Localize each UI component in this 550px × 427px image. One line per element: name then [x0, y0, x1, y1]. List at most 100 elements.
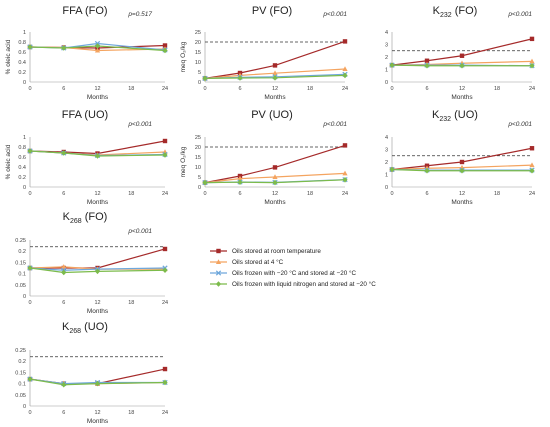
y-tick-label: 0.15	[15, 370, 26, 376]
x-tick-label: 12	[272, 191, 278, 197]
p-value-label: p<0.001	[322, 121, 347, 128]
data-point-room_temperature	[272, 165, 278, 170]
p-value-label: p<0.001	[507, 11, 532, 18]
legend-marker	[215, 281, 222, 287]
x-tick-label: 0	[203, 191, 206, 197]
data-point-room_temperature	[162, 138, 168, 144]
y-tick-label: 0.1	[18, 382, 26, 388]
y-tick-label: 10	[195, 165, 201, 171]
x-tick-label: 24	[162, 86, 168, 92]
series-line-frozen_liquid_nitrogen	[391, 64, 532, 67]
chart-panel: PV (UO) p<0.001 0 5 10 15 20 25 0 6 12 18 24 Months me…	[180, 109, 348, 206]
x-tick-label: 24	[342, 86, 348, 92]
x-axis-label: Months	[264, 199, 286, 206]
data-point-frozen_liquid_nitrogen	[94, 380, 101, 387]
data-point-frozen_liquid_nitrogen	[272, 179, 278, 186]
x-tick-label: 6	[62, 86, 65, 92]
data-point-room_temperature	[342, 143, 348, 148]
x-tick-label: 6	[425, 191, 428, 197]
y-tick-label: 15	[195, 155, 201, 161]
data-point-4C	[272, 174, 278, 179]
y-tick-label: 0	[23, 80, 26, 86]
x-tick-label: 6	[425, 86, 428, 92]
x-tick-label: 0	[28, 86, 31, 92]
series-line-frozen_liquid_nitrogen	[29, 267, 166, 274]
y-axis-label: % oleic acid	[5, 144, 12, 179]
chart-title: PV (UO)	[251, 109, 293, 121]
p-value-label: p<0.001	[127, 228, 152, 235]
data-point-frozen_liquid_nitrogen	[237, 75, 243, 81]
data-point-room_temperature	[162, 246, 168, 252]
series-line-4C	[204, 172, 346, 184]
series-line-room_temperature	[391, 38, 533, 66]
legend-marker	[215, 270, 222, 276]
series-line-room_temperature	[391, 147, 533, 171]
x-tick-label: 24	[529, 191, 535, 197]
legend-label: Oils stored at 4 °C	[232, 258, 284, 266]
x-tick-label: 18	[494, 86, 500, 92]
data-point-frozen_liquid_nitrogen	[342, 72, 348, 79]
y-tick-label: 0.05	[15, 283, 26, 289]
data-point-4C	[61, 264, 67, 269]
y-tick-label: 0	[385, 80, 388, 86]
data-point-4C	[529, 58, 535, 64]
series-line-room_temperature	[204, 40, 346, 79]
y-tick-label: 4	[385, 30, 388, 36]
data-point-4C	[237, 175, 243, 181]
y-tick-label: 4	[385, 135, 388, 141]
y-tick-label: 0.8	[18, 145, 26, 151]
y-tick-label: 20	[195, 145, 201, 151]
data-point-frozen_liquid_nitrogen	[424, 62, 430, 69]
chart-title: K268 (FO)	[63, 211, 108, 225]
y-axis-label: meq O₂/kg	[180, 41, 187, 72]
x-tick-label: 24	[162, 410, 168, 416]
y-tick-label: 3	[385, 43, 388, 49]
chart-panel: FFA (UO) p<0.001 0 0.2 0.4 0.6 0.8 1 0 6 12 18 24 Mon…	[5, 109, 168, 206]
x-tick-label: 18	[128, 300, 134, 306]
x-tick-label: 6	[238, 86, 241, 92]
x-tick-label: 12	[94, 86, 100, 92]
x-axis-label: Months	[87, 94, 109, 101]
data-point-frozen_liquid_nitrogen	[272, 75, 278, 81]
x-tick-label: 0	[203, 86, 206, 92]
data-point-room_temperature	[459, 53, 465, 58]
legend-label: Oils frozen with liquid nitrogen and sto…	[232, 280, 376, 288]
x-tick-label: 18	[128, 86, 134, 92]
series-line-frozen_liquid_nitrogen	[204, 179, 346, 184]
y-tick-label: 0.4	[18, 165, 26, 171]
y-tick-label: 10	[195, 60, 201, 66]
x-axis-label: Months	[264, 94, 286, 101]
y-axis-label: meq O₂/kg	[180, 146, 187, 177]
data-point-room_temperature	[272, 63, 278, 68]
data-point-4C	[529, 162, 535, 168]
data-point-room_temperature	[459, 159, 465, 165]
y-tick-label: 0	[198, 185, 201, 191]
y-tick-label: 0.2	[18, 249, 26, 255]
chart-panel: K268 (UO) 0 0.05 0.1 0.15 0.2 0.25 0 6 12 18 24 Mont…	[15, 321, 168, 425]
y-axis-label: % oleic acid	[5, 39, 12, 74]
chart-title: K232 (UO)	[432, 109, 478, 123]
y-tick-label: 1	[23, 135, 26, 141]
x-tick-label: 18	[128, 410, 134, 416]
chart-panel: K268 (FO) p<0.001 0 0.05 0.1 0.15 0.2 0.25 0 6 12 1…	[15, 211, 168, 315]
data-point-frozen_liquid_nitrogen	[162, 267, 168, 274]
y-tick-label: 0.2	[18, 70, 26, 76]
data-point-room_temperature	[529, 36, 535, 42]
data-point-frozen_liquid_nitrogen	[529, 62, 535, 69]
x-tick-label: 12	[459, 191, 465, 197]
y-tick-label: 0	[385, 185, 388, 191]
y-tick-label: 0.8	[18, 40, 26, 46]
data-point-frozen_liquid_nitrogen	[94, 43, 101, 49]
p-value-label: p<0.001	[127, 121, 152, 128]
y-tick-label: 2	[385, 160, 388, 166]
y-tick-label: 0.4	[18, 60, 26, 66]
data-point-frozen_liquid_nitrogen	[202, 179, 208, 186]
x-tick-label: 12	[94, 300, 100, 306]
data-point-room_temperature	[162, 43, 168, 48]
x-tick-label: 0	[390, 86, 393, 92]
data-point-4C	[342, 170, 348, 176]
y-tick-label: 25	[195, 135, 201, 141]
y-tick-label: 1	[385, 68, 388, 74]
